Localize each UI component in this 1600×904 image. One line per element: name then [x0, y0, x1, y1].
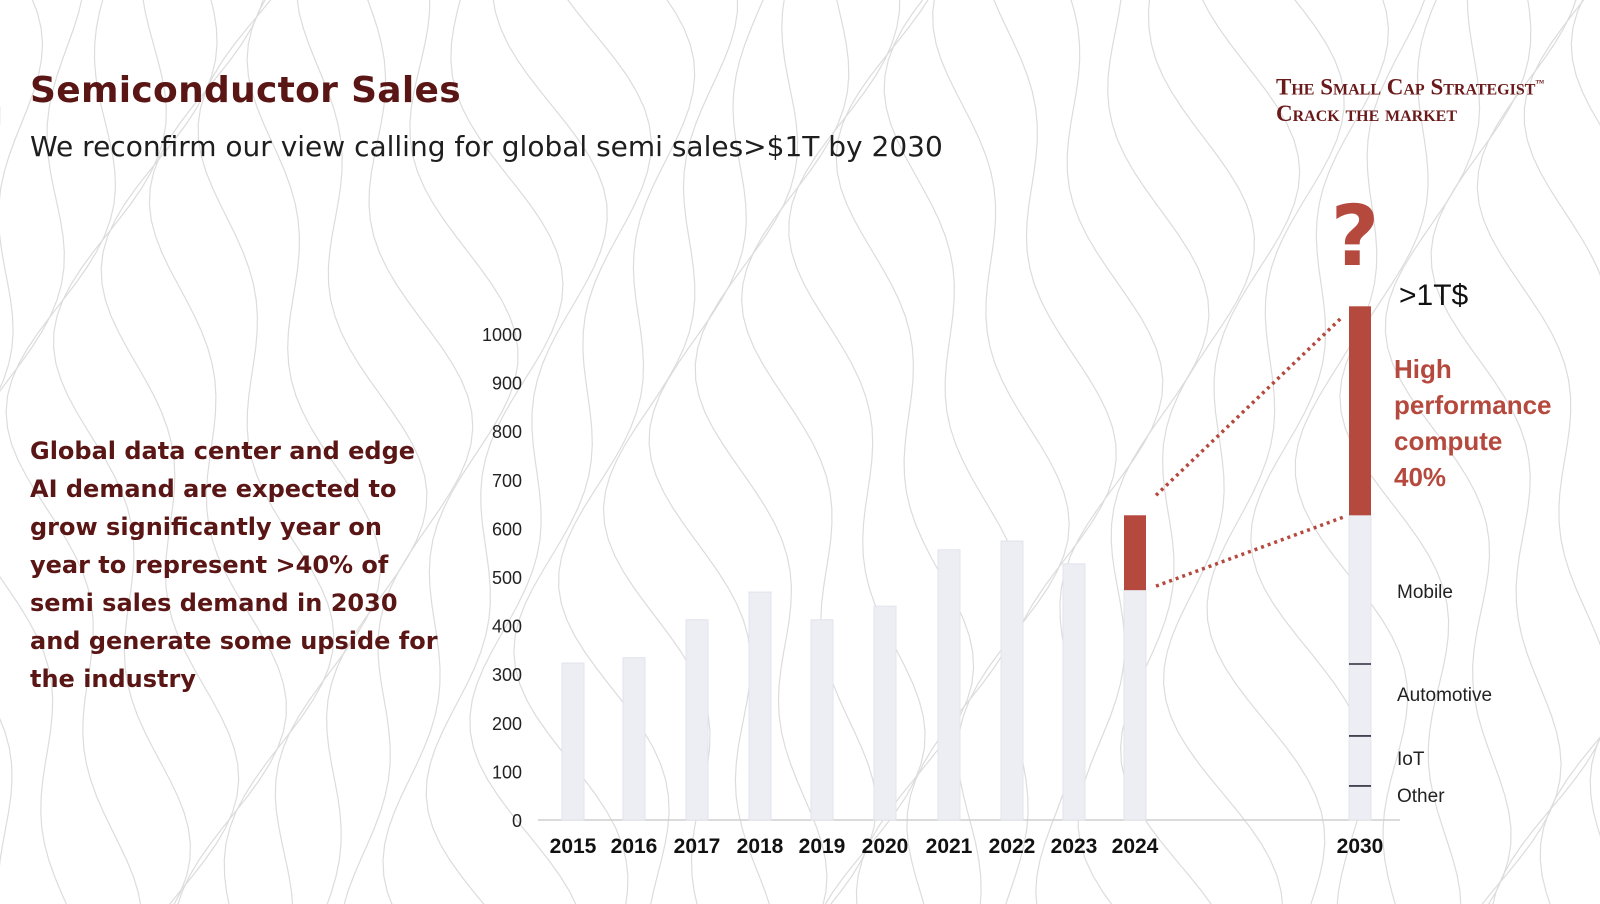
bar	[561, 662, 585, 821]
segment-label: Mobile	[1397, 582, 1453, 603]
y-tick-label: 500	[492, 568, 522, 588]
hpc-label-line: 40%	[1394, 462, 1446, 492]
y-tick-label: 400	[492, 617, 522, 637]
segment-label: Automotive	[1397, 685, 1492, 706]
stack-segment-mobile	[1348, 514, 1372, 665]
x-tick-label: 2030	[1337, 835, 1384, 858]
x-tick-label: 2016	[611, 835, 658, 858]
brand-logo: The Small Cap Strategist™ Crack the mark…	[1276, 70, 1586, 127]
bar	[873, 605, 897, 821]
brand-name: The Small Cap Strategist™	[1276, 74, 1545, 100]
bar	[748, 591, 772, 821]
y-tick-label: 900	[492, 374, 522, 394]
commentary-text: Global data center and edge AI demand ar…	[30, 437, 438, 693]
page-subtitle: We reconfirm our view calling for global…	[30, 130, 943, 163]
connector-top-line	[1154, 315, 1345, 497]
brand-tagline: Crack the market	[1276, 100, 1458, 126]
y-tick-label: 1000	[482, 325, 522, 345]
y-tick-label: 300	[492, 665, 522, 685]
y-tick-label: 0	[512, 811, 522, 831]
y-tick-label: 100	[492, 762, 522, 782]
x-tick-label: 2023	[1051, 835, 1098, 858]
bar	[1123, 589, 1147, 821]
bar	[685, 619, 709, 821]
hpc-label-line: compute	[1394, 426, 1502, 456]
y-tick-label: 200	[492, 714, 522, 734]
x-tick-label: 2024	[1112, 835, 1159, 858]
stack-segment-other	[1348, 785, 1372, 821]
connector-bottom-line	[1155, 515, 1344, 588]
y-tick-label: 700	[492, 471, 522, 491]
y-tick-label: 800	[492, 422, 522, 442]
x-tick-label: 2021	[926, 835, 973, 858]
bar	[1000, 540, 1024, 821]
question-mark-label: ?	[1331, 187, 1380, 285]
x-tick-label: 2018	[737, 835, 784, 858]
hpc-label-line: performance	[1394, 390, 1552, 420]
stack-segment-iot	[1348, 735, 1372, 787]
bar-2024-highlight	[1124, 515, 1146, 591]
segment-label: IoT	[1397, 749, 1425, 770]
x-tick-label: 2015	[550, 835, 597, 858]
stack-segment-automotive	[1348, 663, 1372, 737]
segment-label: Other	[1397, 786, 1445, 807]
bar	[810, 619, 834, 821]
bar	[937, 549, 961, 821]
x-tick-label: 2020	[862, 835, 909, 858]
x-tick-label: 2019	[799, 835, 846, 858]
bar	[1062, 563, 1086, 821]
total-label: >1T$	[1399, 279, 1469, 312]
stack-segment-high	[1349, 306, 1371, 516]
hpc-label-line: High	[1394, 354, 1452, 384]
y-tick-label: 600	[492, 519, 522, 539]
x-tick-label: 2017	[674, 835, 721, 858]
page-title: Semiconductor Sales	[30, 70, 461, 111]
x-tick-label: 2022	[989, 835, 1036, 858]
bar	[622, 657, 646, 821]
